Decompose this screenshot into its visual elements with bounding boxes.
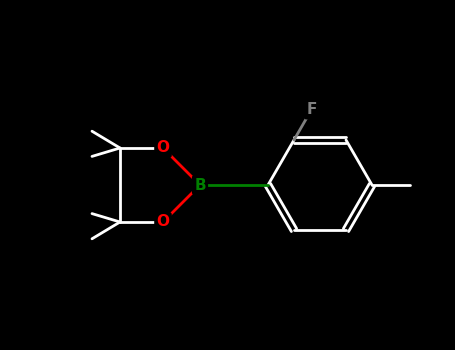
Text: O: O: [157, 140, 170, 155]
Text: B: B: [194, 177, 206, 192]
Text: O: O: [157, 215, 170, 230]
Text: F: F: [306, 102, 317, 117]
